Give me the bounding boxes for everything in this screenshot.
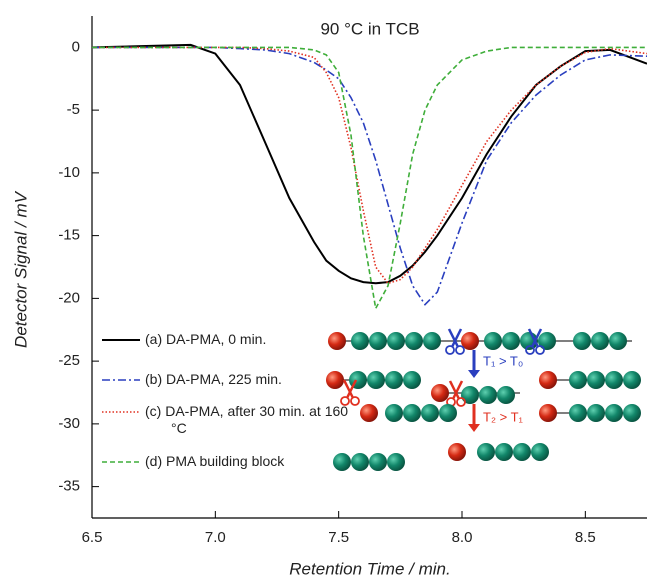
y-tick-label: -30 [58, 415, 80, 432]
y-tick-label: -35 [58, 478, 80, 495]
green-bead [351, 453, 369, 471]
legend-label: (c) DA-PMA, after 30 min. at 160 °C [145, 403, 349, 436]
x-tick-label: 6.5 [82, 529, 103, 546]
red-bead [539, 371, 557, 389]
legend-label: (b) DA-PMA, 225 min. [145, 371, 282, 387]
green-bead [605, 404, 623, 422]
red-bead [326, 371, 344, 389]
series-line [92, 46, 647, 311]
green-bead [569, 404, 587, 422]
green-bead [587, 404, 605, 422]
green-bead [387, 453, 405, 471]
green-bead [569, 371, 587, 389]
green-bead [403, 404, 421, 422]
annotation: T₂ > T₁ [483, 409, 524, 424]
green-bead [591, 332, 609, 350]
green-bead [573, 332, 591, 350]
red-bead [448, 443, 466, 461]
green-bead [423, 332, 441, 350]
legend-label: (d) PMA building block [145, 453, 285, 469]
green-bead [587, 371, 605, 389]
green-bead [623, 371, 641, 389]
x-tick-label: 8.0 [452, 529, 473, 546]
green-bead [538, 332, 556, 350]
x-tick-label: 7.5 [328, 529, 349, 546]
red-bead [360, 404, 378, 422]
y-tick-label: -25 [58, 352, 80, 369]
green-bead [367, 371, 385, 389]
y-tick-label: -15 [58, 227, 80, 244]
green-bead [502, 332, 520, 350]
green-bead [405, 332, 423, 350]
red-bead [539, 404, 557, 422]
red-bead [461, 332, 479, 350]
series-line [92, 46, 647, 306]
arrow-head [468, 424, 480, 432]
y-tick-label: -20 [58, 289, 80, 306]
green-bead [369, 332, 387, 350]
green-bead [387, 332, 405, 350]
green-bead [461, 386, 479, 404]
green-bead [479, 386, 497, 404]
series-line [91, 43, 647, 285]
green-bead [484, 332, 502, 350]
x-tick-label: 8.5 [575, 529, 596, 546]
x-axis-label: Retention Time / min. [289, 559, 450, 578]
y-tick-label: -5 [67, 101, 80, 118]
green-bead [333, 453, 351, 471]
green-bead [497, 386, 515, 404]
green-bead [495, 443, 513, 461]
green-bead [513, 443, 531, 461]
annotation: T₁ > T₀ [483, 353, 523, 368]
green-bead [531, 443, 549, 461]
arrow-head [468, 370, 480, 378]
green-bead [439, 404, 457, 422]
y-tick-label: -10 [58, 164, 80, 181]
green-bead [421, 404, 439, 422]
green-bead [623, 404, 641, 422]
green-bead [385, 371, 403, 389]
green-bead [403, 371, 421, 389]
green-bead [369, 453, 387, 471]
y-axis-label: Detector Signal / mV [11, 190, 30, 348]
chart-title: 90 °C in TCB [320, 19, 419, 38]
legend-label: (a) DA-PMA, 0 min. [145, 331, 267, 347]
red-bead [431, 384, 449, 402]
green-bead [605, 371, 623, 389]
y-tick-label: 0 [72, 38, 80, 55]
green-bead [385, 404, 403, 422]
series-line [92, 46, 647, 285]
red-bead [328, 332, 346, 350]
green-bead [351, 332, 369, 350]
green-bead [609, 332, 627, 350]
schematic [326, 327, 641, 471]
green-bead [477, 443, 495, 461]
x-tick-label: 7.0 [205, 529, 226, 546]
